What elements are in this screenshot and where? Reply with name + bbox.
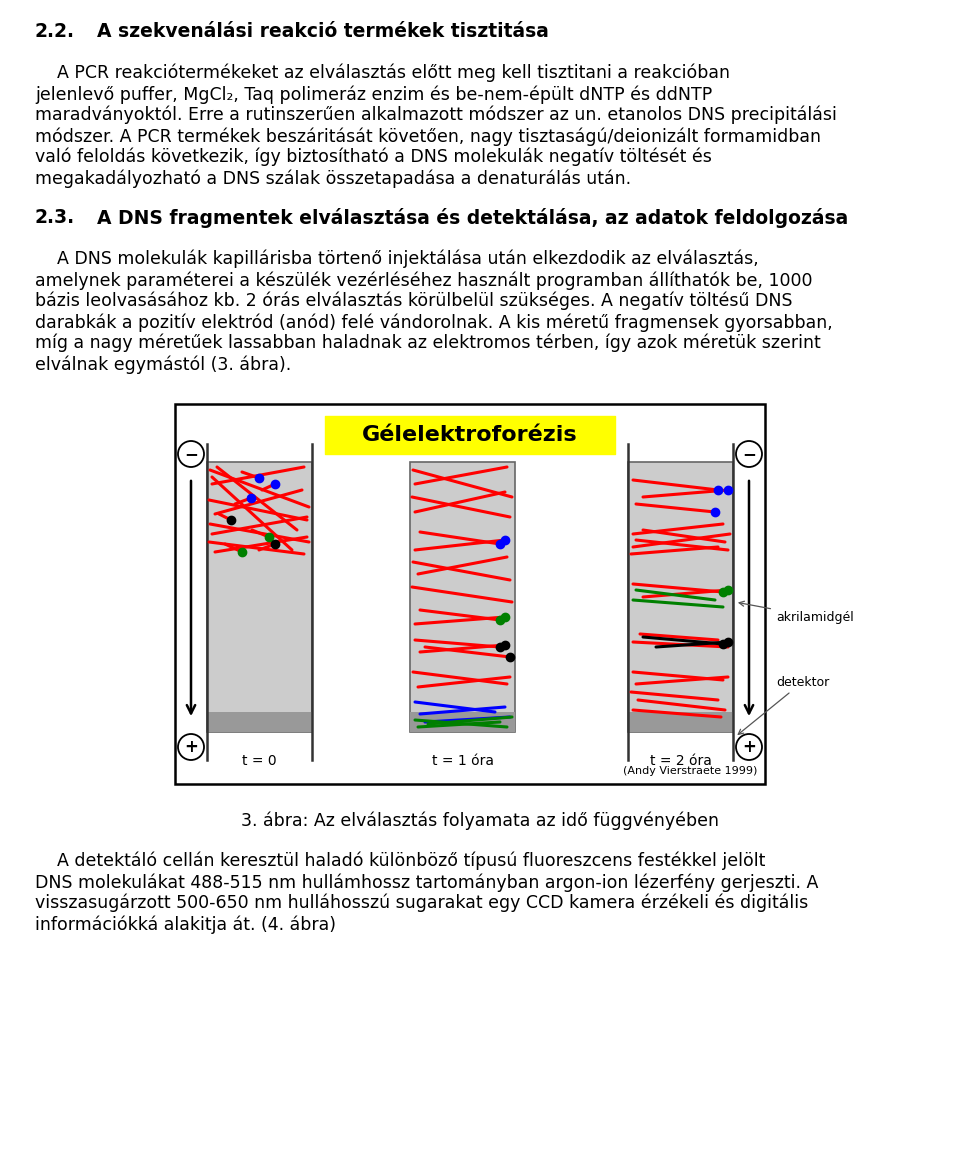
Text: visszasugárzott 500-650 nm hulláhosszú sugarakat egy CCD kamera érzékeli és digi: visszasugárzott 500-650 nm hulláhosszú s… — [35, 894, 808, 913]
Text: (Andy Vierstraete 1999): (Andy Vierstraete 1999) — [623, 765, 757, 776]
Text: információkká alakitja át. (4. ábra): információkká alakitja át. (4. ábra) — [35, 915, 336, 933]
Text: maradványoktól. Erre a rutinszerűen alkalmazott módszer az un. etanolos DNS prec: maradványoktól. Erre a rutinszerűen alka… — [35, 107, 837, 125]
Text: Gélelektroforézis: Gélelektroforézis — [362, 425, 578, 445]
FancyBboxPatch shape — [175, 404, 765, 784]
Text: bázis leolvasásához kb. 2 órás elválasztás körülbelül szükséges. A negatív tölté: bázis leolvasásához kb. 2 órás elválaszt… — [35, 292, 793, 310]
Text: 3. ábra: Az elválasztás folyamata az idő függvényében: 3. ábra: Az elválasztás folyamata az idő… — [241, 812, 719, 830]
Text: elválnak egymástól (3. ábra).: elválnak egymástól (3. ábra). — [35, 356, 291, 374]
Text: −: − — [742, 445, 756, 463]
Text: 2.3.: 2.3. — [35, 208, 75, 227]
Text: −: − — [184, 445, 198, 463]
Text: akrilamidgél: akrilamidgél — [739, 601, 853, 623]
Circle shape — [178, 441, 204, 467]
Text: t = 1 óra: t = 1 óra — [431, 754, 493, 768]
Text: való feloldás következik, így biztosítható a DNS molekulák negatív töltését és: való feloldás következik, így biztosítha… — [35, 148, 712, 167]
FancyBboxPatch shape — [207, 712, 312, 732]
Text: 2.2.: 2.2. — [35, 22, 75, 41]
Text: megakadályozható a DNS szálak összetapadása a denaturálás után.: megakadályozható a DNS szálak összetapad… — [35, 169, 631, 188]
Text: t = 0: t = 0 — [242, 754, 276, 768]
Text: darabkák a pozitív elektród (anód) felé vándorolnak. A kis méretű fragmensek gyo: darabkák a pozitív elektród (anód) felé … — [35, 313, 832, 331]
Text: jelenlevő puffer, MgCl₂, Taq polimeráz enzim és be-nem-épült dNTP és ddNTP: jelenlevő puffer, MgCl₂, Taq polimeráz e… — [35, 85, 712, 103]
Text: módszer. A PCR termékek beszáritását követően, nagy tisztaságú/deionizált formam: módszer. A PCR termékek beszáritását köv… — [35, 127, 821, 146]
FancyBboxPatch shape — [410, 462, 515, 732]
Text: A detektáló cellán keresztül haladó különböző típusú fluoreszcens festékkel jelö: A detektáló cellán keresztül haladó külö… — [35, 852, 765, 871]
Text: A DNS molekulák kapillárisba törtenő injektálása után elkezdodik az elválasztás,: A DNS molekulák kapillárisba törtenő inj… — [35, 250, 758, 269]
Text: DNS molekulákat 488-515 nm hullámhossz tartományban argon-ion lézerfény gerjeszt: DNS molekulákat 488-515 nm hullámhossz t… — [35, 873, 818, 892]
FancyBboxPatch shape — [410, 712, 515, 732]
Circle shape — [736, 441, 762, 467]
Text: míg a nagy méretűek lassabban haladnak az elektromos térben, így azok méretük sz: míg a nagy méretűek lassabban haladnak a… — [35, 334, 821, 352]
FancyBboxPatch shape — [207, 462, 312, 732]
Text: detektor: detektor — [738, 675, 829, 734]
Text: amelynek paraméterei a készülék vezérléséhez használt programban állíthatók be, : amelynek paraméterei a készülék vezérlés… — [35, 271, 812, 290]
FancyBboxPatch shape — [628, 462, 733, 732]
FancyBboxPatch shape — [628, 712, 733, 732]
Text: +: + — [742, 738, 756, 756]
Circle shape — [736, 734, 762, 760]
Text: A PCR reakciótermékeket az elválasztás előtt meg kell tisztitani a reakcióban: A PCR reakciótermékeket az elválasztás e… — [35, 64, 730, 82]
Text: A DNS fragmentek elválasztása és detektálása, az adatok feldolgozása: A DNS fragmentek elválasztása és detektá… — [97, 208, 849, 228]
Text: t = 2 óra: t = 2 óra — [650, 754, 711, 768]
Text: A szekvenálási reakció termékek tisztitása: A szekvenálási reakció termékek tisztitá… — [97, 22, 549, 41]
Text: +: + — [184, 738, 198, 756]
Circle shape — [178, 734, 204, 760]
